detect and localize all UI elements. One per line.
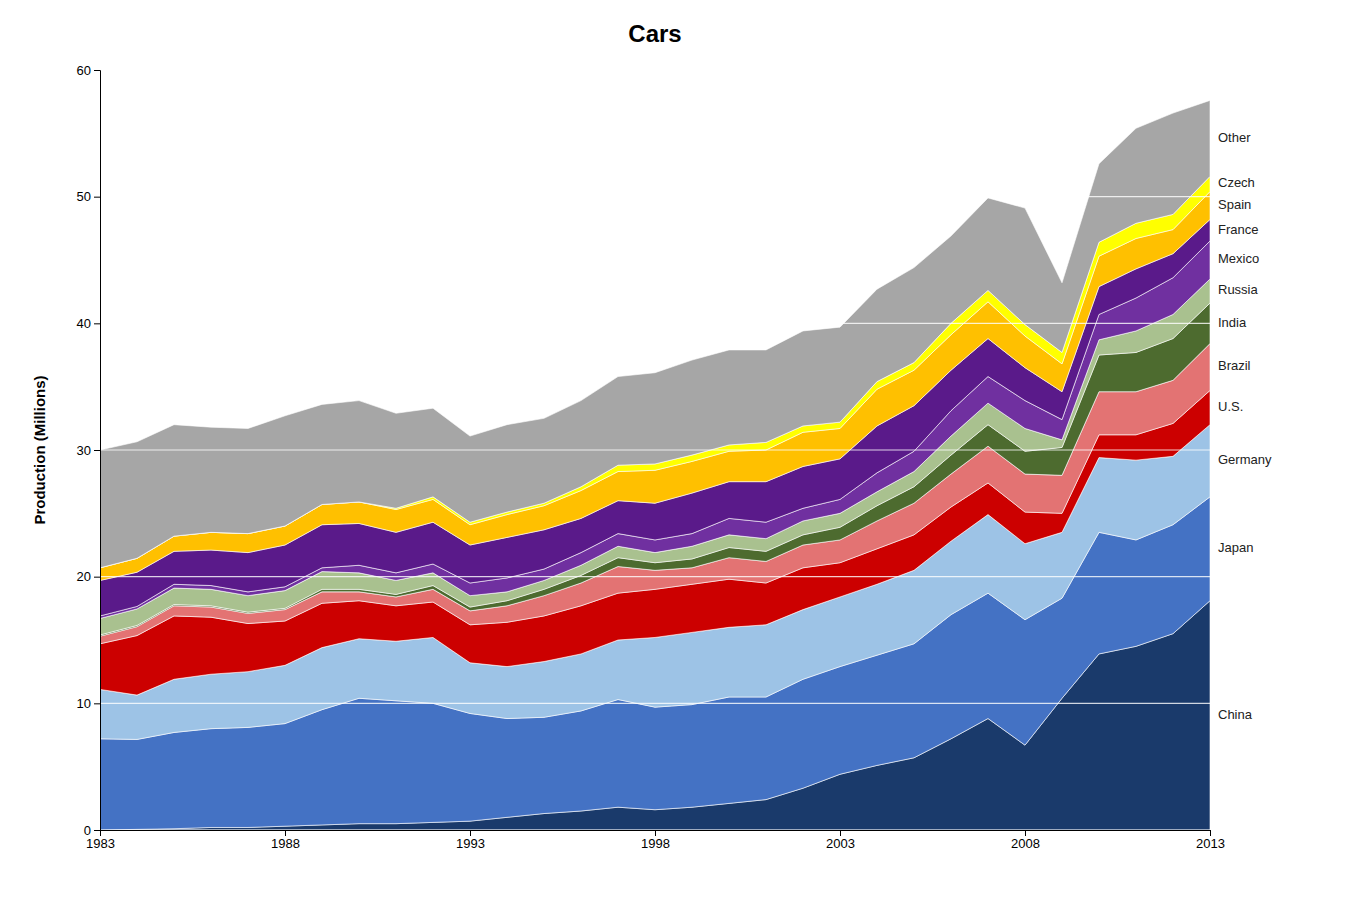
x-tick: 2013 bbox=[1196, 830, 1225, 851]
chart: 1983 1988 1993 1998 2003 2008 2013 0 10 20 30 40 50 6… bbox=[0, 0, 1350, 900]
y-tick-mark bbox=[94, 577, 100, 578]
x-tick-mark bbox=[470, 830, 471, 836]
x-tick-label: 1993 bbox=[456, 836, 485, 851]
series-label: Spain bbox=[1218, 197, 1251, 212]
y-tick-mark bbox=[94, 703, 100, 704]
series-label: India bbox=[1218, 315, 1247, 330]
x-tick-mark bbox=[655, 830, 656, 836]
series-label: China bbox=[1218, 707, 1253, 722]
y-tick-mark bbox=[94, 450, 100, 451]
grid bbox=[100, 70, 1210, 830]
grid-line bbox=[100, 196, 1210, 197]
y-tick-mark bbox=[94, 323, 100, 324]
y-tick-label: 60 bbox=[77, 63, 91, 78]
grid-line bbox=[100, 829, 1210, 830]
y-tick: 60 bbox=[77, 63, 100, 78]
y-tick: 10 bbox=[77, 696, 100, 711]
y-axis: 0 10 20 30 40 50 60 bbox=[77, 63, 101, 838]
series-label: Brazil bbox=[1218, 358, 1251, 373]
x-tick-mark bbox=[285, 830, 286, 836]
x-tick: 2008 bbox=[1011, 830, 1040, 851]
plot-area bbox=[100, 100, 1210, 830]
x-tick: 1988 bbox=[271, 830, 300, 851]
series-label: U.S. bbox=[1218, 399, 1243, 414]
y-tick: 20 bbox=[77, 569, 100, 584]
x-axis: 1983 1988 1993 1998 2003 2008 2013 bbox=[86, 830, 1225, 851]
x-tick-label: 1983 bbox=[86, 836, 115, 851]
area-layer bbox=[100, 100, 1210, 567]
y-tick-label: 10 bbox=[77, 696, 91, 711]
grid-line bbox=[100, 703, 1210, 704]
y-tick-label: 30 bbox=[77, 443, 91, 458]
y-tick-label: 20 bbox=[77, 569, 91, 584]
y-axis-title: Production (Millions) bbox=[31, 375, 48, 524]
x-tick-mark bbox=[1025, 830, 1026, 836]
x-axis-line bbox=[101, 831, 1211, 837]
series-labels: Other Czech Spain France Mexico Russia India Br… bbox=[1218, 130, 1272, 722]
y-tick-mark bbox=[94, 70, 100, 71]
series-label: Japan bbox=[1218, 540, 1253, 555]
y-axis-line bbox=[94, 71, 101, 831]
x-tick-label: 1988 bbox=[271, 836, 300, 851]
series-label: Other bbox=[1218, 130, 1251, 145]
x-tick-mark bbox=[840, 830, 841, 836]
x-tick: 1993 bbox=[456, 830, 485, 851]
series-label: France bbox=[1218, 222, 1258, 237]
series-label: Czech bbox=[1218, 175, 1255, 190]
y-tick: 50 bbox=[77, 189, 100, 204]
series-label: Russia bbox=[1218, 282, 1259, 297]
grid-line bbox=[100, 70, 1210, 71]
y-tick-label: 0 bbox=[84, 823, 91, 838]
x-tick-label: 2003 bbox=[826, 836, 855, 851]
series-label: Mexico bbox=[1218, 251, 1259, 266]
series-label: Germany bbox=[1218, 452, 1272, 467]
chart-title: Cars bbox=[628, 20, 681, 47]
x-tick-label: 2008 bbox=[1011, 836, 1040, 851]
grid-line bbox=[100, 576, 1210, 577]
y-tick-mark bbox=[94, 197, 100, 198]
x-tick-label: 1998 bbox=[641, 836, 670, 851]
y-tick: 30 bbox=[77, 443, 100, 458]
grid-line bbox=[100, 323, 1210, 324]
y-tick: 0 bbox=[84, 823, 100, 838]
x-tick: 1998 bbox=[641, 830, 670, 851]
y-tick-mark bbox=[94, 830, 100, 831]
x-tick: 2003 bbox=[826, 830, 855, 851]
x-tick-mark bbox=[1210, 830, 1211, 836]
grid-line bbox=[100, 449, 1210, 450]
y-tick: 40 bbox=[77, 316, 100, 331]
x-tick-label: 2013 bbox=[1196, 836, 1225, 851]
y-tick-label: 50 bbox=[77, 189, 91, 204]
y-tick-label: 40 bbox=[77, 316, 91, 331]
